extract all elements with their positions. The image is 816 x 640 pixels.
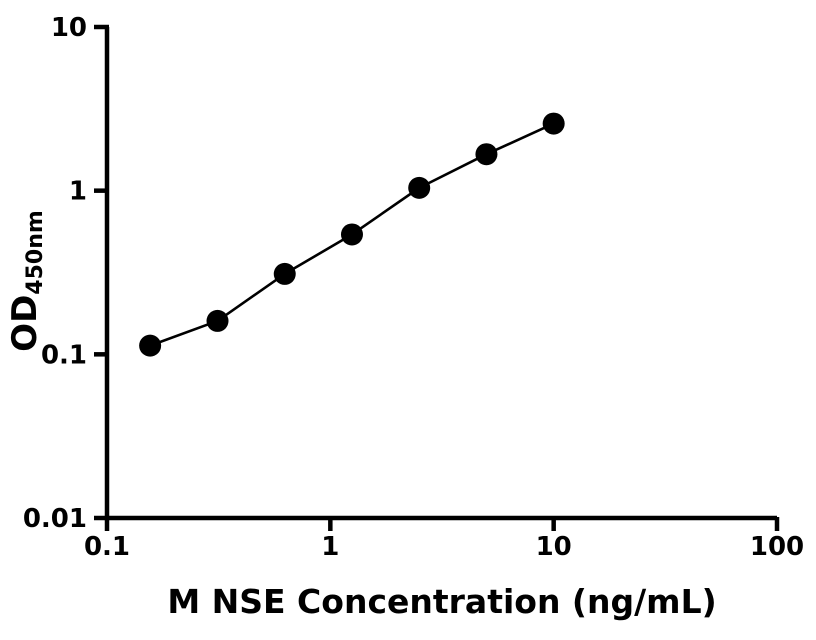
data-point <box>542 112 565 135</box>
x-axis-tick-label: 10 <box>536 532 572 562</box>
x-axis-tick-label: 100 <box>750 532 804 562</box>
data-point <box>206 309 229 332</box>
y-axis-tick-label: 10 <box>51 13 87 43</box>
x-axis-title: M NSE Concentration (ng/mL) <box>167 582 716 621</box>
y-axis-title-subscript: 450nm <box>23 210 48 295</box>
data-point <box>340 223 363 246</box>
y-axis-tick-label: 0.1 <box>41 340 87 370</box>
x-axis-tick-label: 0.1 <box>84 532 130 562</box>
data-point <box>408 176 431 199</box>
data-point <box>273 262 296 285</box>
y-axis-tick-label: 1 <box>69 177 87 207</box>
data-point <box>475 143 498 166</box>
axis-frame <box>104 27 777 521</box>
data-point <box>139 334 162 357</box>
y-axis-title-main: OD <box>5 295 45 352</box>
x-axis-tick-label: 1 <box>321 532 339 562</box>
y-axis-title: OD450nm <box>5 210 48 352</box>
y-axis-tick-label: 0.01 <box>23 504 87 534</box>
